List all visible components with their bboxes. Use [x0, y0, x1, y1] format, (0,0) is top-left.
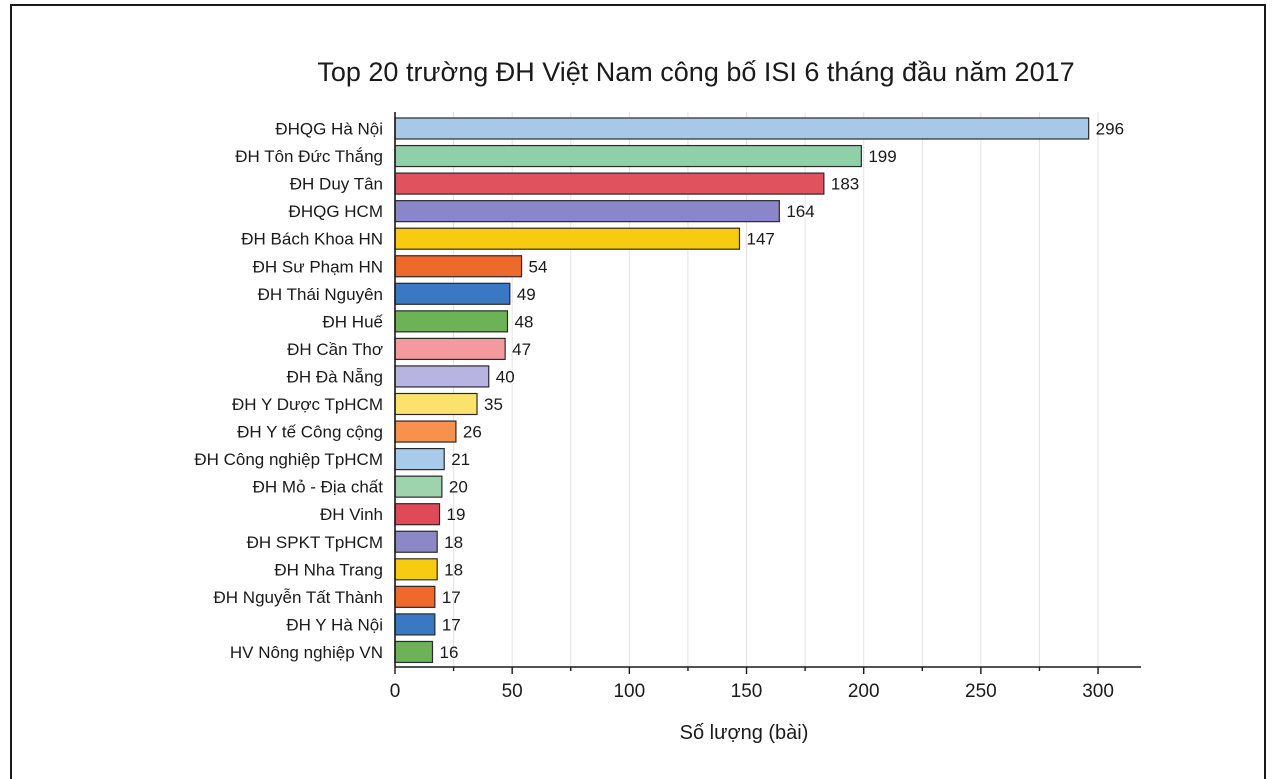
x-tick-label: 300 — [1082, 681, 1114, 702]
bar — [394, 227, 741, 250]
bar — [394, 117, 1090, 140]
x-axis-label: Số lượng (bài) — [680, 722, 809, 744]
tick-labels: 0 50 100 150 200 250 300 — [390, 681, 1114, 702]
bar — [394, 337, 506, 360]
category-label: ĐH Công nghiệp TpHCM — [194, 450, 383, 469]
value-label: 21 — [451, 450, 470, 469]
category-label: ĐH Đà Nẵng — [287, 367, 383, 386]
x-tick-label: 50 — [502, 681, 523, 702]
category-label: ĐH Huế — [323, 312, 384, 331]
bar — [394, 172, 825, 195]
category-label: ĐH Y Hà Nội — [286, 615, 383, 634]
value-label: 35 — [484, 395, 503, 414]
axes — [394, 112, 1141, 674]
bar — [394, 503, 441, 526]
bar — [394, 144, 862, 168]
bar — [394, 530, 438, 553]
value-label: 19 — [447, 505, 466, 524]
bar — [394, 420, 457, 443]
value-label: 16 — [439, 643, 458, 662]
grid-lines — [453, 112, 1099, 667]
category-label: ĐH Y Dược TpHCM — [232, 395, 383, 414]
value-label: 183 — [831, 175, 859, 194]
value-label: 26 — [463, 423, 482, 442]
category-label: ĐHQG Hà Nội — [275, 120, 383, 139]
value-label: 40 — [496, 367, 515, 386]
value-label: 18 — [444, 560, 463, 579]
bar — [394, 200, 780, 223]
bars — [394, 117, 1090, 664]
category-label: ĐH Thái Nguyên — [258, 285, 383, 304]
category-label: HV Nông nghiệp VN — [230, 643, 383, 662]
value-label: 17 — [442, 615, 461, 634]
bar — [394, 448, 445, 471]
value-label: 47 — [512, 340, 531, 359]
value-label: 199 — [868, 147, 896, 166]
bar — [394, 310, 509, 333]
value-label: 48 — [514, 312, 533, 331]
x-tick-label: 250 — [965, 681, 997, 702]
category-label: ĐH Tôn Đức Thắng — [235, 147, 383, 166]
bar — [394, 585, 436, 608]
bar — [394, 640, 434, 664]
value-label: 20 — [449, 478, 468, 497]
category-label: ĐH SPKT TpHCM — [247, 533, 383, 552]
category-label: ĐH Mỏ - Địa chất — [253, 478, 384, 497]
category-label: ĐH Vinh — [320, 505, 383, 524]
category-labels: ĐHQG Hà Nội ĐH Tôn Đức Thắng ĐH Duy Tân ĐHQ… — [194, 120, 383, 662]
value-label: 164 — [786, 202, 814, 221]
x-tick-label: 200 — [848, 681, 880, 702]
category-label: ĐH Nha Trang — [274, 560, 383, 579]
bar — [394, 282, 511, 305]
value-label: 296 — [1096, 120, 1124, 139]
value-label: 49 — [517, 285, 536, 304]
value-label: 17 — [442, 588, 461, 607]
x-tick-label: 0 — [390, 681, 401, 702]
x-tick-label: 150 — [731, 681, 763, 702]
category-label: ĐH Sư Phạm HN — [253, 257, 383, 276]
category-label: ĐH Nguyễn Tất Thành — [214, 588, 383, 607]
bar — [394, 558, 438, 581]
value-label: 54 — [529, 257, 548, 276]
category-label: ĐH Duy Tân — [290, 175, 383, 194]
category-label: ĐH Bách Khoa HN — [241, 230, 383, 249]
value-label: 147 — [746, 230, 774, 249]
bar — [394, 475, 443, 498]
category-label: ĐH Y tế Công cộng — [237, 423, 383, 442]
category-label: ĐH Cần Thơ — [287, 340, 383, 359]
bar — [394, 255, 523, 278]
bar — [394, 365, 490, 388]
chart-title: Top 20 trường ĐH Việt Nam công bố ISI 6 … — [317, 57, 1074, 87]
category-label: ĐHQG HCM — [289, 202, 383, 221]
bar — [394, 392, 478, 416]
bar — [394, 613, 436, 636]
x-tick-label: 100 — [613, 681, 645, 702]
value-label: 18 — [444, 533, 463, 552]
